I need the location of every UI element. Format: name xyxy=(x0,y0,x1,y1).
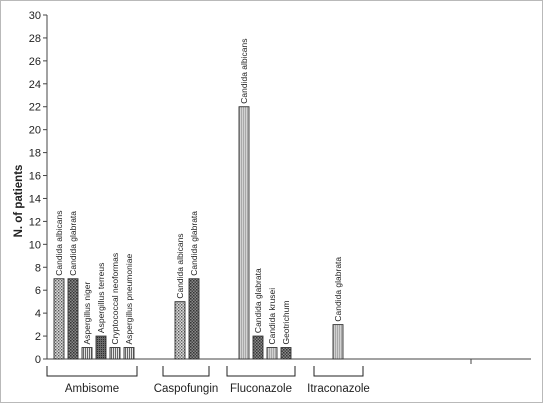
bar-label: Candida albicans xyxy=(175,233,185,298)
group-bracket xyxy=(46,366,138,377)
bar xyxy=(332,324,344,360)
y-tick-label: 0 xyxy=(35,354,41,366)
bar-label: Candida glabrata xyxy=(253,268,263,333)
bar xyxy=(238,106,250,360)
bar-label: Aspergillus pneumoniae xyxy=(124,254,134,345)
y-tick-label: 20 xyxy=(29,125,41,137)
y-tick-label: 30 xyxy=(29,10,41,22)
bar xyxy=(252,335,264,360)
group-label: Itraconazole xyxy=(307,383,370,395)
bar-label: Geotrichum xyxy=(281,301,291,345)
y-tick-label: 18 xyxy=(29,148,41,160)
bar-label: Candida albicans xyxy=(239,39,249,104)
bar-label: Candida glabrata xyxy=(333,257,343,322)
y-tick-label: 28 xyxy=(29,33,41,45)
y-tick-label: 10 xyxy=(29,239,41,251)
y-tick-label: 22 xyxy=(29,102,41,114)
group-bracket xyxy=(313,366,364,377)
bar xyxy=(188,278,200,360)
bar xyxy=(95,335,107,360)
bar xyxy=(81,347,93,360)
bar-label: Candida glabrata xyxy=(68,211,78,276)
y-tick-label: 4 xyxy=(35,308,41,320)
y-tick-label: 16 xyxy=(29,171,41,183)
bar xyxy=(266,347,278,360)
bar-label: Aspergillus niger xyxy=(82,282,92,345)
y-tick-label: 2 xyxy=(35,331,41,343)
group-label: Fluconazole xyxy=(230,383,292,395)
bar xyxy=(53,278,65,360)
bar-label: Candida glabrata xyxy=(189,211,199,276)
y-axis-title: N. of patients xyxy=(13,165,25,238)
group-bracket xyxy=(162,366,210,377)
bar xyxy=(174,301,186,360)
bar xyxy=(280,347,292,360)
bar-label: Cryptococcal neoformas xyxy=(110,253,120,345)
y-tick-label: 24 xyxy=(29,79,41,91)
bars: Candida albicans Candida glabrata Aspergil… xyxy=(53,39,344,360)
y-tick-label: 14 xyxy=(29,193,41,205)
bar xyxy=(67,278,79,360)
bar xyxy=(109,347,121,360)
group-label: Caspofungin xyxy=(154,383,219,395)
y-tick-label: 12 xyxy=(29,216,41,228)
bar-label: Aspergillus terreus xyxy=(96,263,106,333)
bar xyxy=(123,347,135,360)
y-tick-label: 6 xyxy=(35,285,41,297)
group-label: Ambisome xyxy=(65,383,119,395)
bar-label: Candida albicans xyxy=(54,211,64,276)
group-brackets: Ambisome Caspofungin Fluconazole Itraconazo… xyxy=(46,366,370,395)
y-tick-label: 8 xyxy=(35,262,41,274)
bar-label: Candida krusei xyxy=(267,288,277,345)
y-tick-label: 26 xyxy=(29,56,41,68)
group-bracket xyxy=(226,366,296,377)
